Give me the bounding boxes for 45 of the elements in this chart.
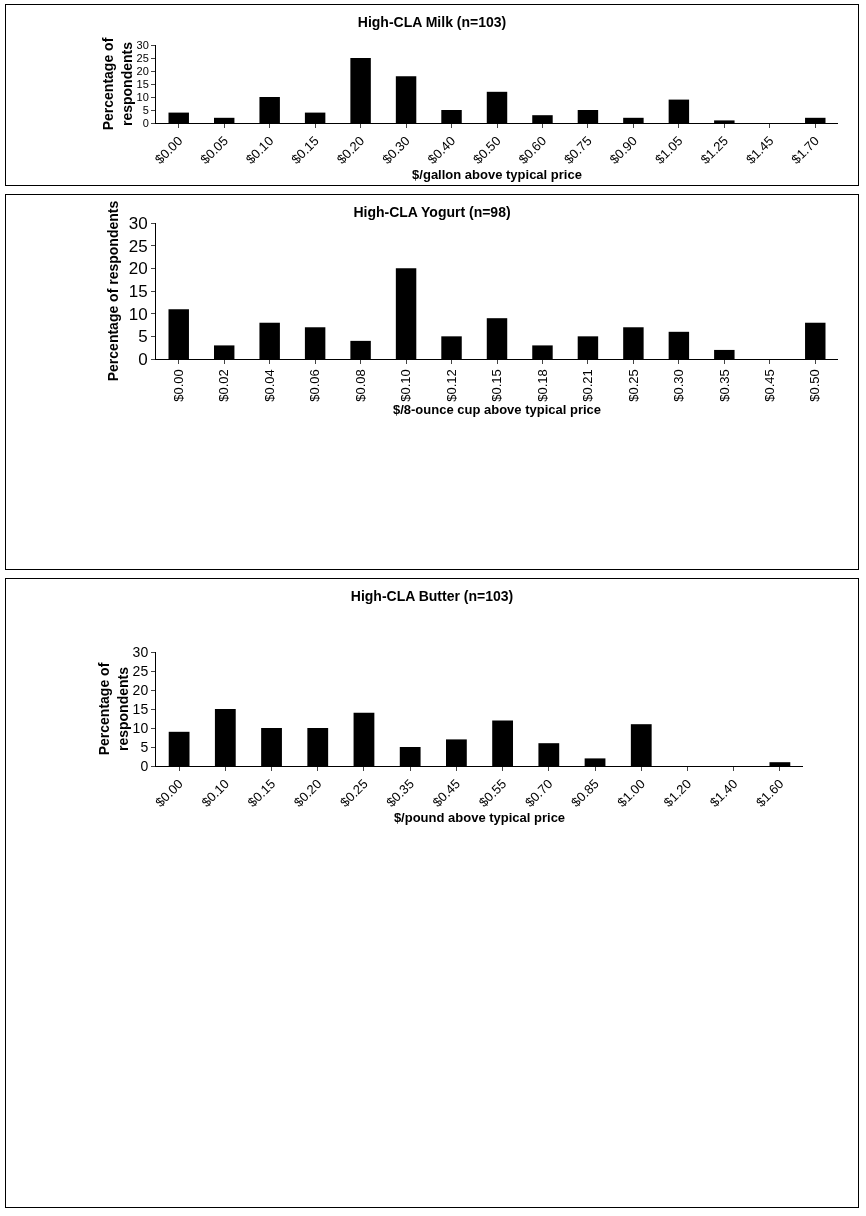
y-tick-label: 5 [142,103,149,116]
x-tick-label: $0.02 [216,369,232,402]
y-tick-label: 30 [128,213,148,233]
x-tick-label: $0.08 [352,369,368,402]
y-tick-label: 5 [140,738,149,755]
y-axis-title: Percentage of respondents [105,200,121,382]
y-tick-label: 20 [128,259,148,279]
x-tick-label: $0.10 [398,369,414,402]
y-tick-label: 0 [138,349,148,369]
y-axis-title: Percentage of respondents [96,662,131,756]
x-tick-label: $0.35 [716,369,732,402]
x-tick-label: $0.12 [443,369,459,402]
x-tick-label: $0.25 [625,369,641,402]
x-tick-label: $0.21 [580,369,596,402]
x-tick-label: $0.00 [170,369,186,402]
x-tick-label: $0.15 [489,369,505,402]
y-tick-label: 15 [128,281,148,301]
x-tick-label: $0.50 [807,369,823,402]
x-tick-label: $0.06 [307,369,323,402]
x-tick-label: $0.45 [762,369,778,402]
y-tick-label: 25 [132,662,149,679]
y-tick-label: 10 [132,719,149,736]
y-tick-label: 10 [128,304,148,324]
x-axis-title: $/gallon above typical price [412,167,582,183]
chart-title: High-CLA Milk (n=103) [357,13,507,30]
x-tick-label: $0.18 [534,369,550,402]
y-tick-label: 30 [136,38,149,51]
y-tick-label: 20 [132,681,149,698]
x-axis-title: $/8-ounce cup above typical price [392,402,602,418]
x-tick-label: $0.04 [261,369,277,402]
y-tick-label: 0 [140,757,149,774]
y-tick-label: 0 [142,116,149,129]
y-tick-label: 10 [136,90,149,103]
y-tick-label: 20 [136,64,149,77]
x-tick-label: $0.30 [671,369,687,402]
x-axis-title: $/pound above typical price [393,810,566,826]
chart-title: High-CLA Butter (n=103) [350,587,514,604]
y-tick-label: 30 [132,643,149,660]
y-tick-label: 25 [136,51,149,64]
y-tick-label: 15 [132,700,149,717]
y-tick-label: 15 [136,77,149,90]
y-axis-title: Percentage of respondents [100,37,135,131]
y-tick-label: 25 [128,236,148,256]
chart-title: High-CLA Yogurt (n=98) [353,203,511,220]
y-tick-label: 5 [138,327,148,347]
